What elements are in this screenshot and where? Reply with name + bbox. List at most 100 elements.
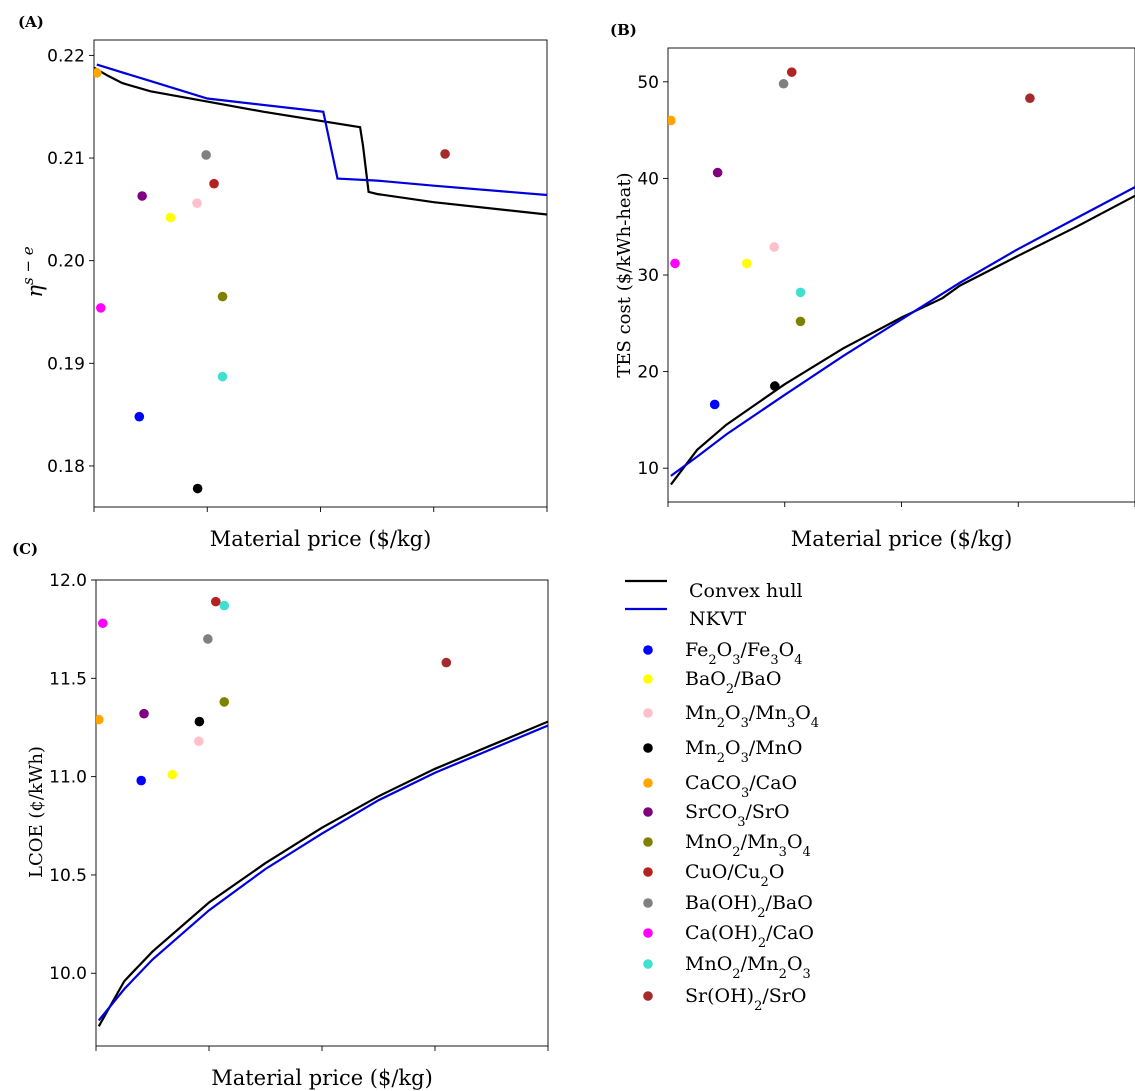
legend-marker-srco3 (643, 807, 653, 817)
y-tick-label: 10.5 (49, 866, 87, 886)
nkvt-line (670, 186, 1135, 477)
point-sroh2 (441, 657, 452, 668)
legend-marker-bao2 (643, 674, 653, 684)
panel-a: (A) 0.18 0.19 0.20 0.21 0.22 Material price ($… (18, 13, 548, 551)
y-tick-label: 0.20 (47, 252, 85, 272)
axes-frame (93, 39, 548, 508)
nkvt-line (96, 63, 547, 197)
point-mno2_mn3o4 (219, 697, 230, 707)
legend-label-mn2o3_mno: Mn2O3/MnO (685, 737, 803, 766)
point-cuo (210, 596, 221, 607)
legend-label-bao2: BaO2/BaO (685, 668, 781, 697)
panel-letter: (B) (610, 21, 637, 39)
legend-marker-mno2_mn3o4 (643, 837, 653, 847)
legend-label-mno2_mn2o3: MnO2/Mn2O3 (685, 953, 811, 982)
point-cuo (209, 178, 219, 189)
point-bao2 (742, 258, 752, 269)
point-caco3 (94, 68, 102, 78)
nkvt-line (97, 724, 548, 1022)
legend-marker-mn2o3_mn3o4 (643, 708, 653, 718)
y-tick-label: 0.19 (47, 354, 85, 374)
point-caco3 (96, 714, 104, 725)
point-mno2_mn3o4 (217, 291, 228, 302)
panel-letter: (C) (12, 540, 38, 558)
point-mn2o3_mn3o4 (194, 736, 204, 747)
legend-label-sroh2: Sr(OH)2/SrO (685, 985, 806, 1014)
point-fe2o3 (136, 775, 146, 786)
point-fe2o3 (134, 411, 145, 422)
y-tick-label: 0.18 (47, 457, 85, 477)
legend-label-baoh2: Ba(OH)2/BaO (685, 892, 813, 921)
convex-hull-line (94, 66, 547, 216)
legend-marker-mno2_mn2o3 (643, 959, 653, 969)
y-axis-label: TES cost ($/kWh-heat) (614, 172, 635, 377)
panel-b: (B) 10 20 30 40 50 Material price ($/kg) TES co… (610, 21, 1135, 551)
plot-area (94, 63, 547, 494)
point-srco3 (139, 708, 149, 719)
convex-hull-line (97, 720, 548, 1027)
legend-line-label: NKVT (689, 608, 747, 630)
legend-label-srco3: SrCO3/SrO (685, 801, 790, 830)
point-caco3 (668, 115, 676, 126)
point-baoh2 (203, 634, 213, 644)
x-axis-label: Material price ($/kg) (211, 1066, 433, 1090)
legend-marker-sroh2 (643, 991, 653, 1001)
legend-label-fe2o3: Fe2O3/Fe3O4 (685, 639, 802, 668)
panel-letter: (A) (18, 13, 44, 31)
point-caoh2 (95, 303, 106, 313)
y-tick-label: 11.0 (49, 768, 87, 788)
legend-line-label: Convex hull (689, 580, 803, 602)
y-tick-label: 40 (637, 169, 659, 189)
legend-label-mno2_mn3o4: MnO2/Mn3O4 (685, 831, 811, 860)
point-mn2o3_mno (194, 716, 205, 727)
point-mno2_mn3o4 (795, 316, 806, 327)
plot-area (96, 596, 548, 1027)
y-tick-label: 0.22 (47, 46, 85, 66)
point-baoh2 (201, 150, 211, 160)
point-bao2 (167, 769, 178, 780)
point-mno2_mn2o3 (219, 600, 230, 611)
y-axis-label: ηs − e (19, 246, 47, 297)
y-tick-label: 10.0 (49, 964, 87, 984)
point-caoh2 (670, 258, 680, 269)
axes-frame (95, 579, 549, 1047)
y-tick-label: 10 (637, 459, 659, 479)
axes-frame (667, 47, 1135, 503)
point-srco3 (712, 167, 723, 178)
legend-label-cuo: CuO/Cu2O (685, 861, 784, 890)
point-mn2o3_mno (192, 483, 203, 494)
y-axis-label: LCOE (¢/kWh) (26, 746, 47, 878)
y-tick-label: 11.5 (49, 669, 87, 689)
legend-marker-baoh2 (643, 898, 653, 908)
point-mn2o3_mn3o4 (769, 242, 780, 252)
point-fe2o3 (709, 399, 720, 410)
legend-marker-mn2o3_mno (643, 743, 653, 753)
y-tick-label: 0.21 (47, 149, 85, 169)
point-cuo (786, 67, 797, 77)
y-tick-label: 12.0 (49, 571, 87, 591)
legend-label-caoh2: Ca(OH)2/CaO (685, 922, 814, 951)
point-mno2_mn2o3 (795, 287, 806, 298)
point-mno2_mn2o3 (217, 371, 228, 382)
x-axis-label: Material price ($/kg) (210, 527, 432, 551)
plot-area (668, 67, 1135, 486)
panel-c: (C) 10.0 10.5 11.0 11.5 12.0 Material price ($… (12, 540, 549, 1090)
legend-marker-fe2o3 (643, 645, 653, 655)
point-mn2o3_mn3o4 (192, 198, 202, 208)
legend-marker-caoh2 (643, 928, 653, 938)
legend-label-caco3: CaCO3/CaO (685, 772, 797, 801)
y-tick-label: 50 (637, 73, 659, 93)
y-tick-label: 20 (637, 363, 659, 383)
point-sroh2 (440, 149, 450, 159)
legend-label-mn2o3_mn3o4: Mn2O3/Mn3O4 (685, 702, 819, 731)
point-baoh2 (778, 78, 789, 89)
point-mn2o3_mno (770, 381, 780, 391)
point-caoh2 (97, 618, 108, 629)
point-srco3 (137, 191, 147, 201)
point-bao2 (165, 212, 176, 223)
y-tick-label: 30 (637, 266, 659, 286)
convex-hull-line (670, 194, 1135, 486)
x-axis-label: Material price ($/kg) (791, 527, 1013, 551)
